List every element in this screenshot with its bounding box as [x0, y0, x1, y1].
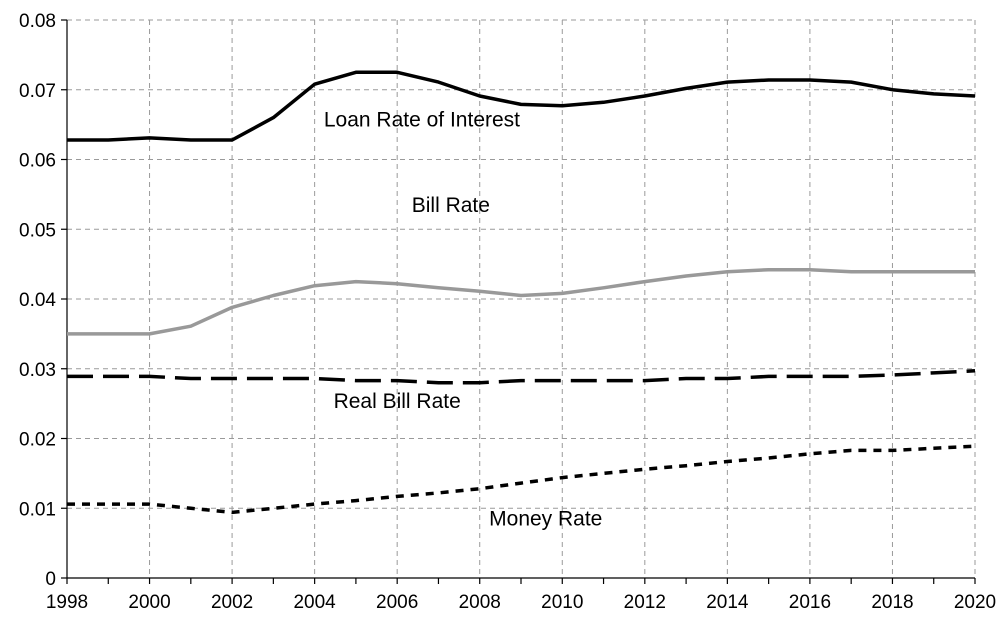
- series-line-loan-rate-of-interest: [67, 70, 976, 142]
- y-tick-label: 0.02: [19, 430, 56, 451]
- x-tick-label: 2008: [459, 592, 501, 613]
- x-tick-label: 2018: [871, 592, 913, 613]
- x-tick-label: 2010: [541, 592, 583, 613]
- x-tick-label: 2016: [789, 592, 831, 613]
- x-tick-label: 2004: [293, 592, 336, 613]
- series-line-bill-rate: [67, 267, 975, 336]
- y-tick-label: 0.05: [19, 220, 56, 241]
- series-line-real-bill-rate: [67, 369, 976, 385]
- y-tick-label: 0.04: [19, 290, 56, 311]
- x-tick-label: 2020: [954, 592, 996, 613]
- y-tick-label: 0.06: [19, 151, 56, 172]
- x-tick-label: 2012: [624, 592, 666, 613]
- x-tick-label: 2014: [706, 592, 749, 613]
- series-line-money-rate: [67, 444, 976, 515]
- series-label: Money Rate: [489, 508, 602, 531]
- series-annotations: Loan Rate of Interest Bill Rate Real Bill …: [324, 109, 603, 531]
- series-label: Real Bill Rate: [334, 390, 461, 413]
- y-tick-label: 0.07: [19, 81, 56, 102]
- x-tick-labels: 1998 2000 2002 2004 2006 2008 2010 2012 2014 2016…: [46, 592, 996, 613]
- y-tick-labels: 0 0.01 0.02 0.03 0.04 0.05 0.06 0.07 0.08: [19, 11, 56, 590]
- y-tick-label: 0.01: [19, 499, 56, 520]
- x-tick-label: 1998: [46, 592, 88, 613]
- gridlines: [67, 19, 975, 578]
- x-tick-label: 2002: [211, 592, 253, 613]
- y-tick-label: 0: [45, 569, 56, 590]
- series-label: Bill Rate: [412, 194, 490, 217]
- axes: [61, 19, 976, 584]
- y-tick-label: 0.03: [19, 360, 56, 381]
- y-tick-label: 0.08: [19, 11, 56, 32]
- series-label: Loan Rate of Interest: [324, 109, 520, 132]
- x-tick-label: 2000: [128, 592, 170, 613]
- series-lines: [67, 70, 976, 515]
- x-tick-label: 2006: [376, 592, 418, 613]
